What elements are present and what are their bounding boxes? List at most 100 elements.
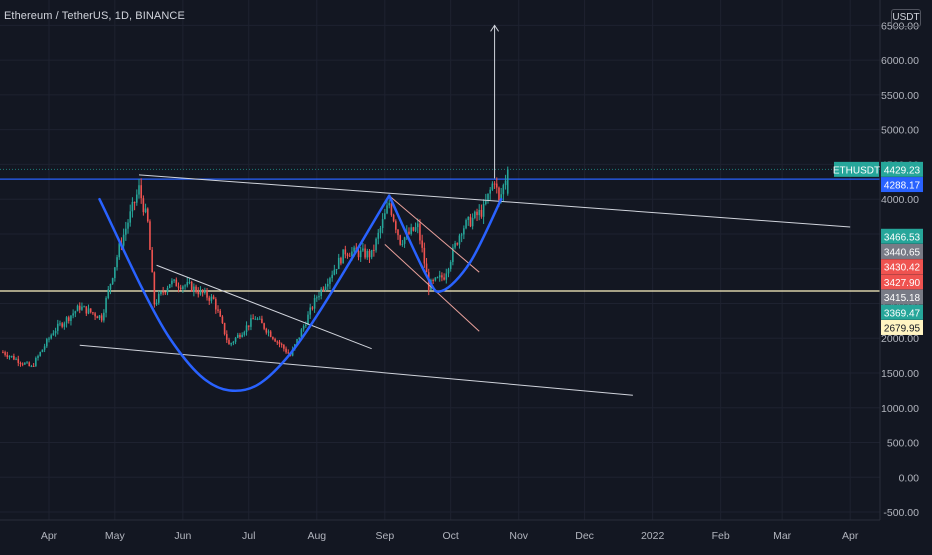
candle[interactable] bbox=[447, 267, 450, 278]
candle[interactable] bbox=[39, 351, 42, 357]
candle[interactable] bbox=[487, 193, 489, 204]
candle[interactable] bbox=[182, 285, 184, 293]
candle[interactable] bbox=[436, 276, 439, 279]
candle[interactable] bbox=[276, 340, 279, 345]
candle[interactable] bbox=[346, 252, 349, 259]
unit-label[interactable]: USDT bbox=[891, 9, 921, 27]
candle[interactable] bbox=[81, 302, 83, 311]
candle[interactable] bbox=[478, 204, 481, 221]
candle[interactable] bbox=[397, 228, 399, 240]
candle[interactable] bbox=[230, 342, 232, 347]
candle[interactable] bbox=[24, 362, 26, 366]
candle[interactable] bbox=[395, 219, 397, 234]
candle[interactable] bbox=[201, 289, 204, 297]
candle[interactable] bbox=[109, 283, 112, 295]
candle[interactable] bbox=[21, 362, 24, 367]
candle[interactable] bbox=[359, 246, 362, 262]
candle[interactable] bbox=[56, 319, 59, 335]
candle[interactable] bbox=[89, 308, 92, 314]
candle[interactable] bbox=[15, 357, 17, 361]
candle[interactable] bbox=[78, 302, 81, 314]
candle[interactable] bbox=[441, 272, 443, 282]
candle[interactable] bbox=[315, 295, 318, 302]
candle[interactable] bbox=[6, 351, 9, 360]
candle[interactable] bbox=[463, 225, 465, 240]
candle[interactable] bbox=[125, 221, 127, 241]
candle[interactable] bbox=[131, 197, 134, 218]
candle[interactable] bbox=[449, 260, 452, 272]
candle[interactable] bbox=[401, 239, 404, 247]
candle[interactable] bbox=[458, 233, 461, 249]
candle[interactable] bbox=[267, 329, 270, 337]
candle[interactable] bbox=[122, 228, 125, 251]
candle[interactable] bbox=[46, 337, 48, 348]
candle[interactable] bbox=[379, 225, 382, 239]
candle[interactable] bbox=[491, 181, 494, 192]
candle[interactable] bbox=[320, 286, 322, 300]
candle[interactable] bbox=[144, 203, 147, 214]
candle[interactable] bbox=[215, 297, 217, 314]
candle[interactable] bbox=[373, 244, 375, 257]
candle[interactable] bbox=[217, 305, 219, 313]
candle[interactable] bbox=[362, 242, 364, 252]
candle[interactable] bbox=[269, 330, 272, 338]
candle[interactable] bbox=[467, 216, 470, 226]
candle[interactable] bbox=[92, 311, 94, 315]
candle[interactable] bbox=[140, 178, 142, 204]
candle[interactable] bbox=[485, 193, 487, 206]
candle[interactable] bbox=[96, 315, 99, 319]
price-label-box[interactable] bbox=[881, 274, 923, 290]
candle[interactable] bbox=[502, 183, 505, 202]
candle[interactable] bbox=[364, 244, 366, 260]
candle[interactable] bbox=[489, 186, 491, 201]
candle[interactable] bbox=[480, 204, 483, 219]
candle[interactable] bbox=[280, 342, 283, 348]
trendline[interactable] bbox=[156, 264, 372, 350]
candle[interactable] bbox=[30, 364, 33, 368]
candle[interactable] bbox=[166, 285, 169, 296]
candle[interactable] bbox=[287, 349, 290, 354]
candle[interactable] bbox=[425, 257, 428, 273]
candle[interactable] bbox=[469, 213, 472, 228]
candle[interactable] bbox=[32, 363, 35, 367]
candle[interactable] bbox=[239, 332, 241, 339]
candle[interactable] bbox=[210, 293, 213, 304]
candle[interactable] bbox=[243, 330, 246, 337]
price-label-box[interactable] bbox=[881, 243, 923, 259]
candle[interactable] bbox=[403, 236, 406, 248]
candle[interactable] bbox=[344, 245, 347, 259]
candle[interactable] bbox=[471, 213, 474, 230]
candle[interactable] bbox=[208, 295, 211, 305]
candle[interactable] bbox=[212, 294, 215, 300]
price-label-box[interactable] bbox=[881, 228, 923, 244]
candle[interactable] bbox=[219, 308, 222, 317]
symbol-tag-box[interactable] bbox=[834, 161, 879, 177]
candle[interactable] bbox=[460, 232, 463, 243]
candle[interactable] bbox=[399, 234, 401, 246]
candle[interactable] bbox=[482, 199, 485, 224]
candle[interactable] bbox=[285, 346, 287, 354]
candle[interactable] bbox=[263, 322, 265, 331]
candle[interactable] bbox=[245, 321, 248, 336]
candle[interactable] bbox=[8, 355, 11, 360]
candle[interactable] bbox=[348, 252, 351, 257]
candle[interactable] bbox=[160, 290, 162, 296]
candle[interactable] bbox=[61, 321, 63, 329]
candle[interactable] bbox=[173, 279, 175, 283]
candle[interactable] bbox=[423, 242, 426, 268]
candle[interactable] bbox=[419, 219, 421, 245]
candle[interactable] bbox=[146, 207, 149, 223]
candle[interactable] bbox=[105, 296, 107, 318]
candle[interactable] bbox=[476, 208, 478, 222]
candle[interactable] bbox=[381, 213, 384, 234]
candle[interactable] bbox=[4, 350, 6, 357]
candle[interactable] bbox=[329, 276, 331, 290]
price-label-box[interactable] bbox=[881, 161, 923, 177]
candle[interactable] bbox=[366, 248, 369, 260]
candle[interactable] bbox=[197, 287, 200, 298]
candle[interactable] bbox=[50, 333, 52, 340]
candle[interactable] bbox=[83, 305, 85, 308]
candle[interactable] bbox=[456, 242, 459, 246]
candle[interactable] bbox=[162, 286, 164, 296]
